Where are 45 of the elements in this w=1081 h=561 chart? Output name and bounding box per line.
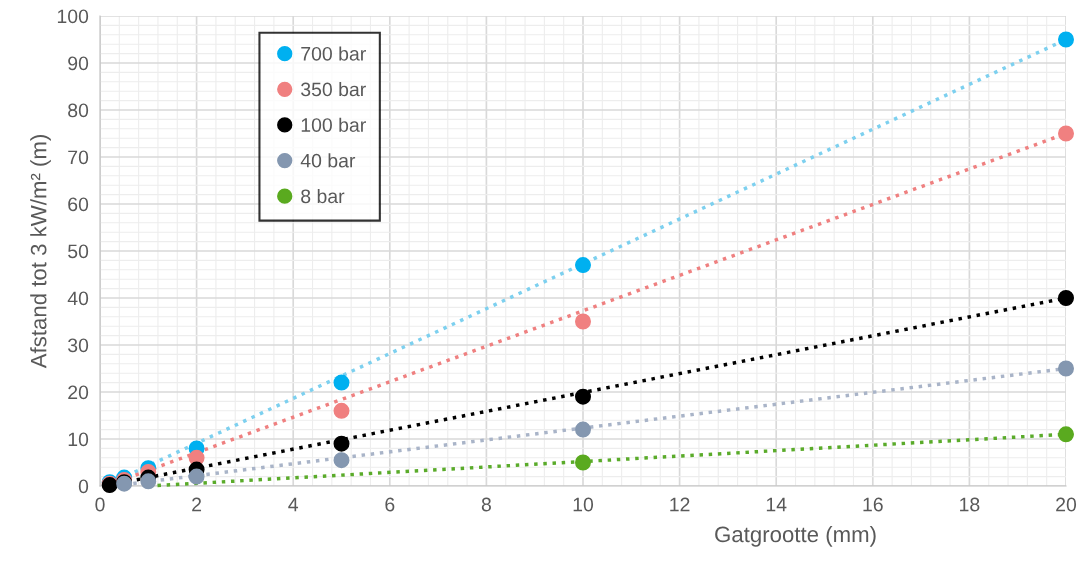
- point: [333, 402, 350, 419]
- y-tick-label: 80: [68, 103, 89, 118]
- x-tick-label: 14: [766, 497, 787, 512]
- x-tick-label: 20: [1056, 497, 1077, 512]
- point: [1058, 31, 1074, 48]
- point: [188, 468, 205, 485]
- x-tick-label: 0: [95, 497, 105, 512]
- legend-label: 40 bar: [300, 153, 356, 168]
- y-tick-label: 0: [78, 479, 89, 494]
- point: [140, 473, 157, 490]
- point: [1058, 290, 1074, 306]
- legend-label: 8 bar: [301, 188, 345, 204]
- point: [333, 374, 350, 391]
- x-tick-label: 10: [573, 497, 594, 512]
- point: [1058, 360, 1074, 377]
- point: [575, 257, 591, 274]
- point: [575, 421, 591, 438]
- x-tick-label: 8: [481, 497, 491, 512]
- legend-label: 100 bar: [301, 117, 366, 132]
- y-tick-label: 20: [68, 385, 89, 400]
- point: [575, 454, 591, 471]
- point: [1058, 426, 1074, 443]
- y-tick-label: 50: [68, 244, 89, 259]
- y-tick-label: 100: [57, 9, 89, 24]
- y-tick-label: 30: [68, 338, 89, 353]
- x-tick-label: 18: [960, 497, 980, 512]
- y-tick-label: 70: [68, 150, 89, 165]
- y-tick-label: 90: [68, 56, 89, 71]
- point: [333, 435, 350, 452]
- point: [333, 452, 350, 469]
- legend-label: 700 bar: [301, 46, 366, 61]
- y-tick-label: 10: [68, 432, 89, 447]
- x-axis-title: Gatgrootte (mm): [715, 525, 876, 547]
- point: [575, 388, 591, 405]
- x-tick-label: 4: [288, 497, 299, 512]
- legend-label: 350 bar: [301, 82, 366, 97]
- y-tick-label: 60: [68, 197, 89, 212]
- x-tick-label: 2: [192, 497, 202, 512]
- y-tick-label: 40: [67, 291, 89, 306]
- x-tick-label: 16: [863, 497, 883, 512]
- y-axis-title: Afstand tot 3 kW/m² (m): [30, 135, 51, 369]
- x-tick-label: 6: [385, 497, 395, 512]
- point: [1058, 125, 1074, 142]
- x-tick-label: 12: [670, 497, 690, 512]
- point: [575, 313, 591, 330]
